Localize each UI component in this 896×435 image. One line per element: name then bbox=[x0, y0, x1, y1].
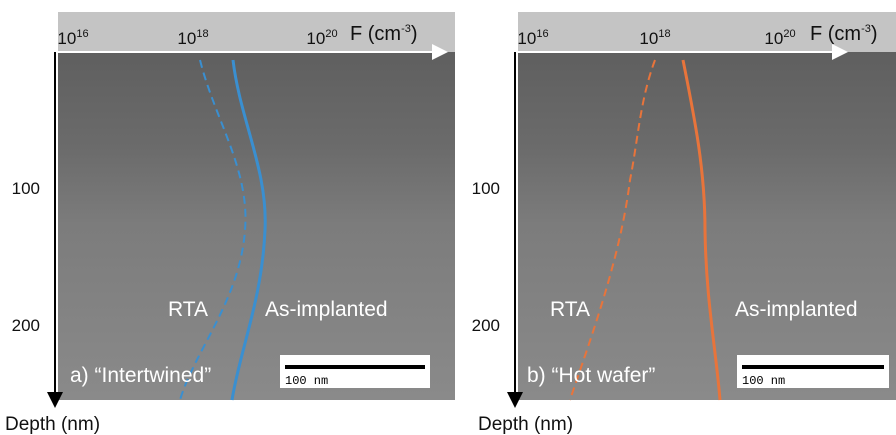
x-axis-label: F (cm-3) bbox=[350, 23, 418, 45]
caption: a) “Intertwined” bbox=[70, 364, 211, 387]
scale-bar-label: 100 nm bbox=[742, 374, 785, 388]
x-tick-label: 1018 bbox=[639, 28, 670, 48]
curve-label: As-implanted bbox=[265, 298, 388, 321]
tick-exp: 16 bbox=[536, 28, 548, 40]
x-label-exp: -3 bbox=[861, 23, 871, 35]
rta-curve bbox=[569, 59, 656, 401]
x-tick-label: 1020 bbox=[764, 28, 795, 48]
tick-exp: 20 bbox=[783, 28, 795, 40]
scale-bar-box bbox=[280, 355, 430, 388]
as-implanted-curve bbox=[230, 59, 267, 401]
tick-base: 10 bbox=[764, 29, 783, 48]
x-label-close: ) bbox=[871, 23, 878, 45]
y-tick-label: 100 bbox=[12, 179, 40, 198]
tem-image bbox=[518, 12, 896, 400]
tick-base: 10 bbox=[306, 29, 325, 48]
tick-base: 10 bbox=[639, 29, 658, 48]
y-axis-label: Depth (nm) bbox=[5, 414, 100, 435]
tick-base: 10 bbox=[177, 29, 196, 48]
x-label-close: ) bbox=[411, 23, 418, 45]
caption: b) “Hot wafer” bbox=[527, 364, 655, 387]
y-tick-label: 100 bbox=[472, 179, 500, 198]
x-label-text: F (cm bbox=[810, 23, 861, 45]
tick-exp: 18 bbox=[196, 28, 208, 40]
x-label-text: F (cm bbox=[350, 23, 401, 45]
tick-exp: 18 bbox=[658, 28, 670, 40]
as-implanted-curve bbox=[681, 59, 722, 401]
axis-band bbox=[58, 12, 455, 52]
curve-label: RTA bbox=[550, 298, 590, 321]
y-axis-label: Depth (nm) bbox=[478, 414, 573, 435]
x-tick-label: 1020 bbox=[306, 28, 337, 48]
y-tick-label: 200 bbox=[472, 316, 500, 335]
tick-exp: 20 bbox=[325, 28, 337, 40]
y-tick-label: 200 bbox=[12, 316, 40, 335]
x-axis-label: F (cm-3) bbox=[810, 23, 878, 45]
tick-exp: 16 bbox=[76, 28, 88, 40]
x-label-exp: -3 bbox=[401, 23, 411, 35]
x-tick-label: 1018 bbox=[177, 28, 208, 48]
tick-base: 10 bbox=[517, 29, 536, 48]
scale-bar-label: 100 nm bbox=[285, 374, 328, 388]
curve-label: RTA bbox=[168, 298, 208, 321]
scale-bar-box bbox=[737, 355, 889, 388]
rta-curve bbox=[179, 59, 247, 401]
curve-label: As-implanted bbox=[735, 298, 858, 321]
tick-base: 10 bbox=[57, 29, 76, 48]
x-tick-label: 1016 bbox=[517, 28, 548, 48]
x-tick-label: 1016 bbox=[57, 28, 88, 48]
tem-image bbox=[58, 12, 455, 400]
